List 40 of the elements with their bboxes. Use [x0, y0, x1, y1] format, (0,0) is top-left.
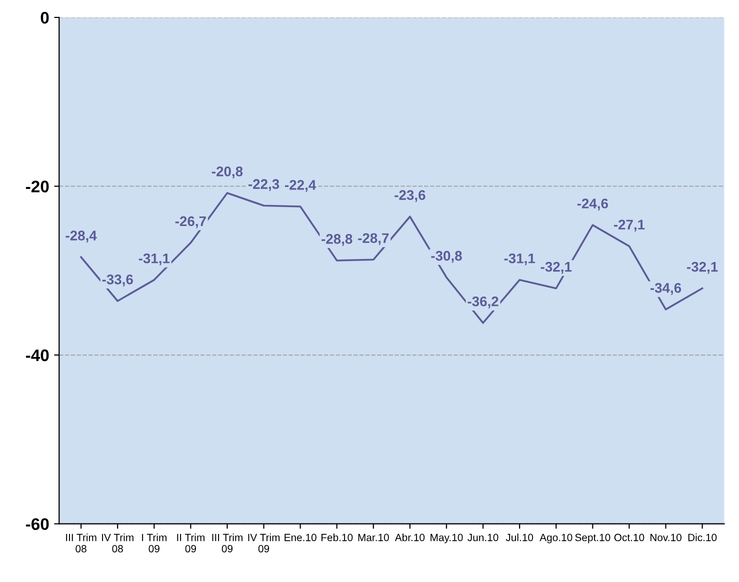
y-tick-label: -60	[26, 518, 49, 530]
x-tick-label: II Trim 09	[177, 534, 204, 552]
data-label: -27,1	[614, 220, 645, 232]
x-tick-label: IV Trim 09	[248, 534, 280, 552]
x-tick-label: Ene.10	[284, 534, 316, 542]
data-label: -33,6	[102, 274, 133, 286]
y-tick-label: -20	[26, 180, 49, 192]
data-label: -26,7	[175, 216, 206, 228]
data-label: -22,4	[285, 180, 316, 192]
data-label: -31,1	[138, 253, 170, 266]
data-label: -28,8	[322, 234, 352, 246]
y-tick-label: -40	[26, 349, 49, 362]
data-label: -34,6	[650, 282, 682, 295]
x-tick-label: Sept.10	[575, 534, 610, 544]
x-tick-label: Abr.10	[394, 534, 425, 542]
data-label: -28,7	[358, 233, 389, 246]
x-tick-label: Dic.10	[688, 534, 717, 542]
x-tick-label: III Trim 08	[66, 534, 96, 552]
x-tick-label: I Trim 09	[142, 534, 166, 552]
data-label: -31,1	[504, 253, 536, 266]
x-tick-label: Oct.10	[614, 534, 644, 542]
data-label: -24,6	[577, 198, 608, 210]
x-tick-label: Jun.10	[468, 534, 498, 542]
x-tick-label: Nov.10	[650, 534, 682, 542]
x-tick-label: IV Trim 08	[102, 534, 134, 552]
data-label: -36,2	[468, 296, 498, 308]
data-label: -28,4	[66, 230, 97, 243]
data-label: -30,8	[431, 250, 462, 263]
x-tick-label: Jul.10	[506, 534, 534, 542]
x-tick-label: Mar.10	[358, 534, 389, 542]
y-tick-label: 0	[40, 12, 49, 24]
x-tick-label: III Trim 09	[212, 534, 242, 552]
data-label: -20,8	[212, 166, 243, 178]
data-label: -32,1	[687, 262, 718, 274]
data-label: -23,6	[394, 190, 426, 202]
data-label: -32,1	[540, 262, 572, 274]
x-tick-label: Feb.10	[321, 534, 353, 542]
data-label: -22,3	[248, 179, 280, 192]
x-tick-label: May.10	[430, 534, 463, 544]
x-tick-label: Ago.10	[540, 534, 572, 544]
